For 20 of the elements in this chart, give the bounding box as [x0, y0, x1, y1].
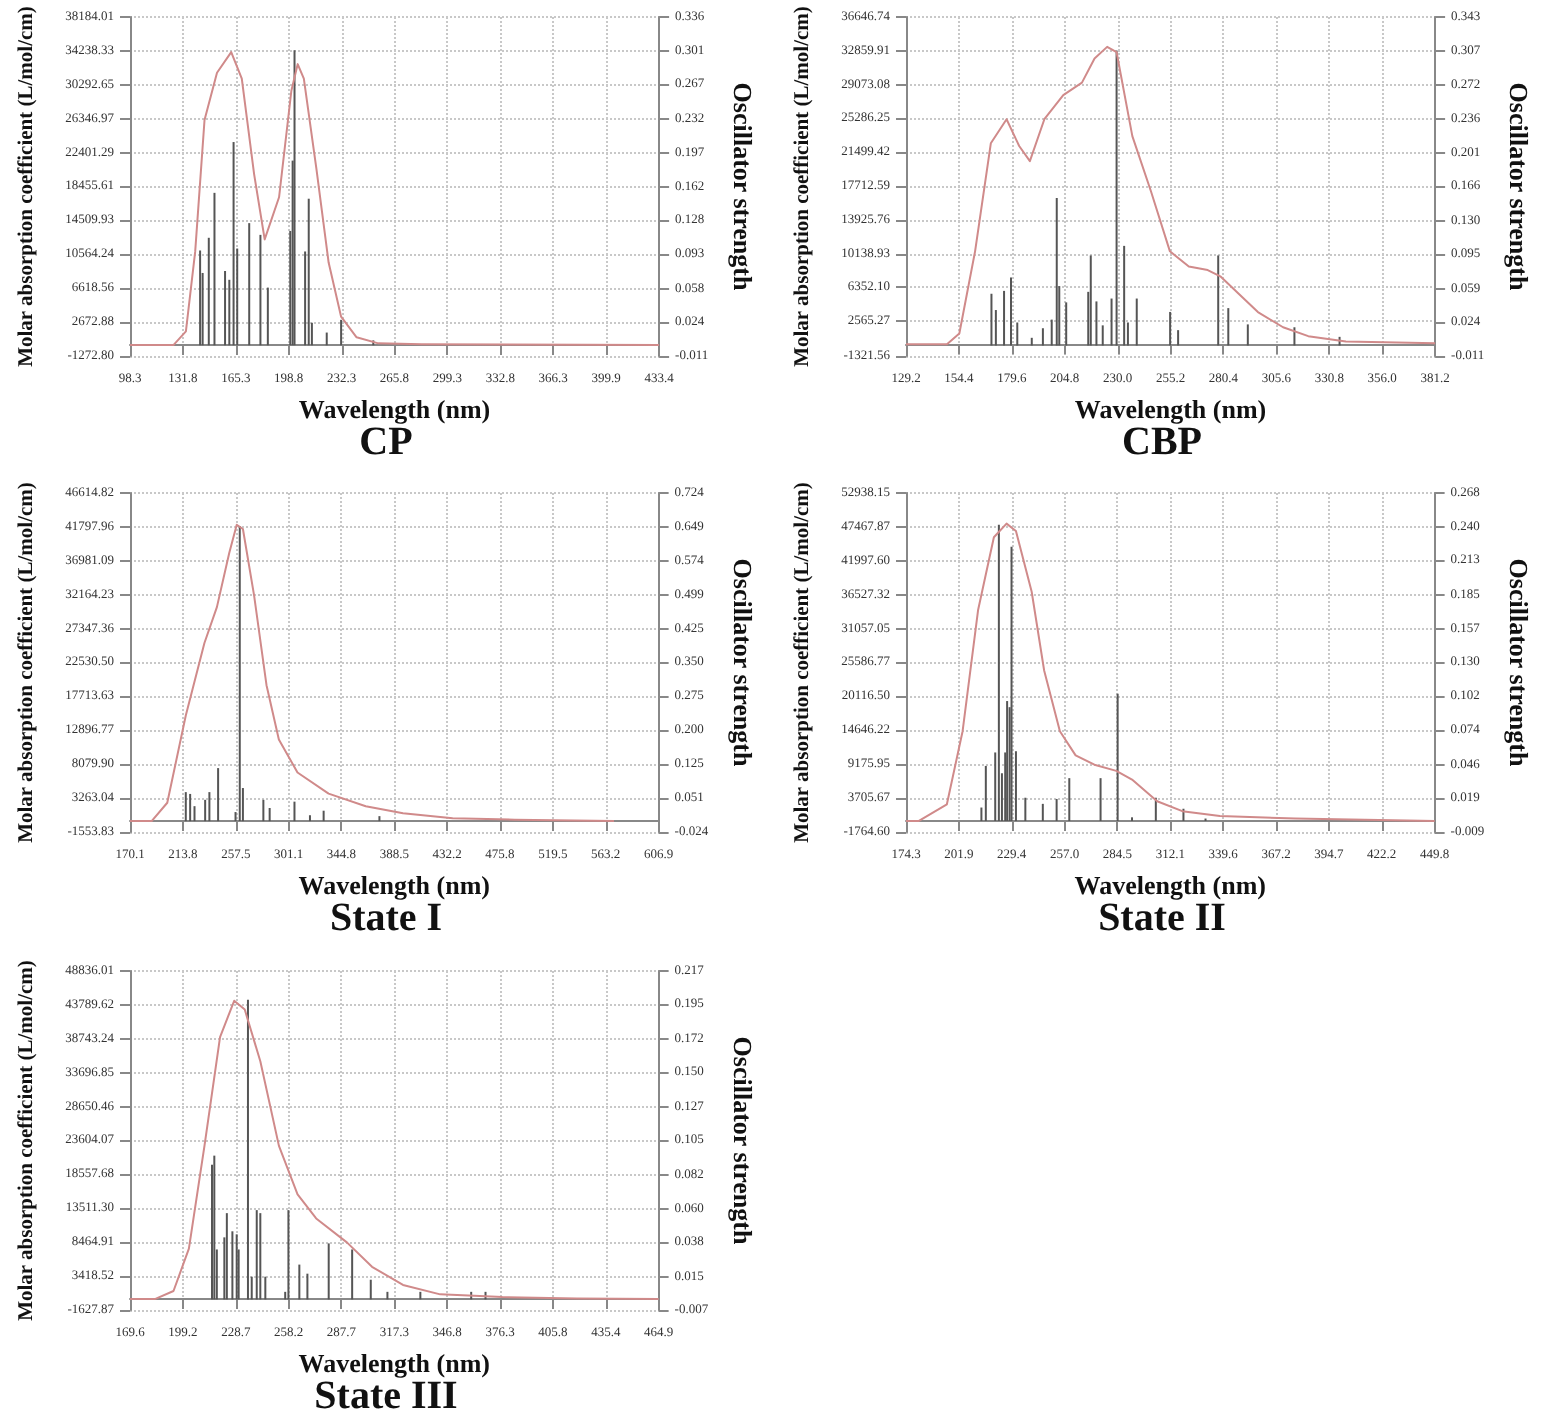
line-series [129, 51, 661, 347]
y-axis-title: Molar absorption coefficient (L/mol/cm) [16, 959, 38, 1321]
line-series [905, 45, 1437, 346]
x-axis-title: Wavelength (nm) [298, 1347, 491, 1378]
line-series [905, 522, 1436, 823]
y-axis-title: Molar absorption coefficient (L/mol/cm) [16, 5, 38, 367]
y2-axis-title: Oscillator strength [728, 558, 758, 768]
x-axis-title: Wavelength (nm) [298, 393, 491, 424]
y-axis-title: Molar absorption coefficient (L/mol/cm) [16, 481, 38, 843]
y2-axis-title: Oscillator strength [728, 1036, 758, 1246]
x-axis-title: Wavelength (nm) [1074, 393, 1267, 424]
line-series [129, 523, 615, 823]
y-axis-title: Molar absorption coefficient (L/mol/cm) [792, 481, 814, 843]
x-axis-title: Wavelength (nm) [1074, 869, 1267, 900]
y2-axis-title: Oscillator strength [728, 82, 758, 292]
line-series [129, 999, 660, 1301]
y2-axis-title: Oscillator strength [1504, 82, 1534, 292]
y-axis-title: Molar absorption coefficient (L/mol/cm) [792, 5, 814, 367]
x-axis-title: Wavelength (nm) [298, 869, 491, 900]
y2-axis-title: Oscillator strength [1504, 558, 1534, 768]
